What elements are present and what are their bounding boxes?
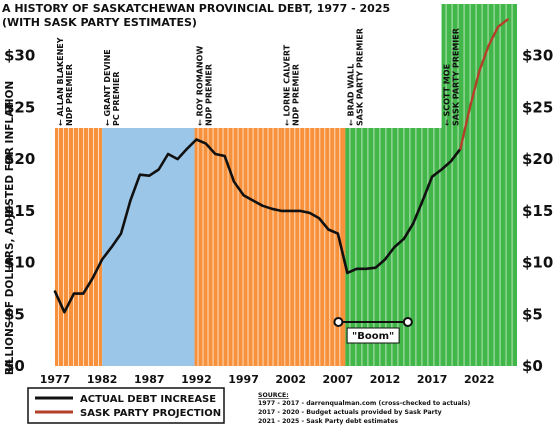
chart-subtitle: (WITH SASK PARTY ESTIMATES): [2, 16, 197, 29]
source-heading: SOURCE:: [258, 392, 289, 399]
y-tick-left: $0: [4, 357, 25, 375]
x-tick: 1982: [87, 373, 118, 386]
band-stripes: [58, 4, 513, 366]
x-tick: 2017: [417, 373, 448, 386]
y-tick-left: $10: [4, 254, 35, 272]
debt-lines: [53, 18, 509, 314]
y-axis-label: BILLIONS OF DOLLARS, ADJUSTED FOR INFLAT…: [4, 81, 16, 375]
source-line-1: 1977 - 2017 - darrenqualman.com (cross-c…: [258, 400, 470, 407]
premier-role: NDP PREMIER: [205, 64, 214, 126]
y-tick-left: $25: [4, 98, 35, 116]
x-tick: 1977: [40, 373, 71, 386]
x-tick: 2012: [370, 373, 401, 386]
source-line-2: 2017 - 2020 - Budget actuals provided by…: [258, 409, 442, 416]
premier-label-1: ← GRANT DEVINE PC PREMIER: [103, 49, 121, 126]
premier-label-5: ← SCOTT MOE SASK PARTY PREMIER: [443, 28, 461, 126]
x-tick: 1997: [228, 373, 259, 386]
band-1: [102, 128, 195, 366]
y-tick-right: $0: [522, 357, 543, 375]
series-line-0: [53, 138, 462, 314]
source-line-3: 2021 - 2025 - Sask Party debt estimates: [258, 418, 398, 425]
y-tick-right: $30: [522, 47, 553, 65]
y-tick-right: $25: [522, 98, 553, 116]
y-tick-left: $15: [4, 202, 35, 220]
premier-name: ← SCOTT MOE: [443, 64, 452, 126]
legend: ACTUAL DEBT INCREASE SASK PARTY PROJECTIO…: [27, 387, 225, 424]
premier-name: ← BRAD WALL: [346, 64, 355, 126]
premier-label-2: ← ROY ROMANOW NDP PREMIER: [196, 46, 214, 126]
boom-start-dot: [333, 317, 344, 327]
premier-name: ← ROY ROMANOW: [196, 46, 205, 126]
boom-label-box: [346, 327, 400, 344]
y-tick-right: $10: [522, 254, 553, 272]
legend-box: [27, 387, 225, 424]
x-ticks: 1977 1982 1987 1992 1997 2002 2007 2012 2017 2022: [40, 373, 495, 386]
x-tick: 2002: [275, 373, 306, 386]
premier-role: SASK PARTY PREMIER: [452, 28, 461, 126]
legend-label-0: ACTUAL DEBT INCREASE: [80, 394, 216, 405]
y-tick-left: $20: [4, 150, 35, 168]
premier-labels: ← ALLAN BLAKENEY NDP PREMIER ← GRANT DEVIN…: [56, 28, 461, 126]
chart-title: A HISTORY OF SASKATCHEWAN PROVINCIAL DEB…: [2, 2, 390, 15]
x-tick: 2022: [464, 373, 495, 386]
y-tick-right: $15: [522, 202, 553, 220]
boom-end-dot: [402, 317, 413, 327]
y-tick-left: $5: [4, 305, 25, 323]
x-tick: 1987: [134, 373, 165, 386]
premier-name: ← LORNE CALVERT: [282, 44, 291, 126]
legend-label-1: SASK PARTY PROJECTION: [80, 408, 221, 419]
premier-role: NDP PREMIER: [291, 64, 300, 126]
band-3: [281, 128, 346, 366]
x-tick: 2007: [323, 373, 354, 386]
premier-role: SASK PARTY PREMIER: [355, 28, 364, 126]
boom-annotation: "Boom": [333, 317, 413, 344]
premier-label-0: ← ALLAN BLAKENEY NDP PREMIER: [56, 37, 74, 126]
premier-label-3: ← LORNE CALVERT NDP PREMIER: [282, 44, 300, 126]
x-tick: 1992: [181, 373, 212, 386]
y-ticks-left: $0 $5 $10 $15 $20 $25 $30: [4, 47, 35, 375]
band-5: [441, 4, 517, 366]
premier-role: NDP PREMIER: [65, 64, 74, 126]
source-block: SOURCE: 1977 - 2017 - darrenqualman.com …: [258, 392, 470, 425]
premier-name: ← GRANT DEVINE: [103, 49, 112, 126]
premier-label-4: ← BRAD WALL SASK PARTY PREMIER: [346, 28, 364, 126]
premier-name: ← ALLAN BLAKENEY: [56, 37, 65, 126]
y-tick-left: $30: [4, 47, 35, 65]
y-ticks-right: $0 $5 $10 $15 $20 $25 $30: [522, 47, 553, 375]
y-tick-right: $5: [522, 305, 543, 323]
y-tick-right: $20: [522, 150, 553, 168]
premier-role: PC PREMIER: [112, 71, 121, 126]
series-line-1: [459, 18, 509, 151]
boom-label: "Boom": [352, 331, 394, 342]
